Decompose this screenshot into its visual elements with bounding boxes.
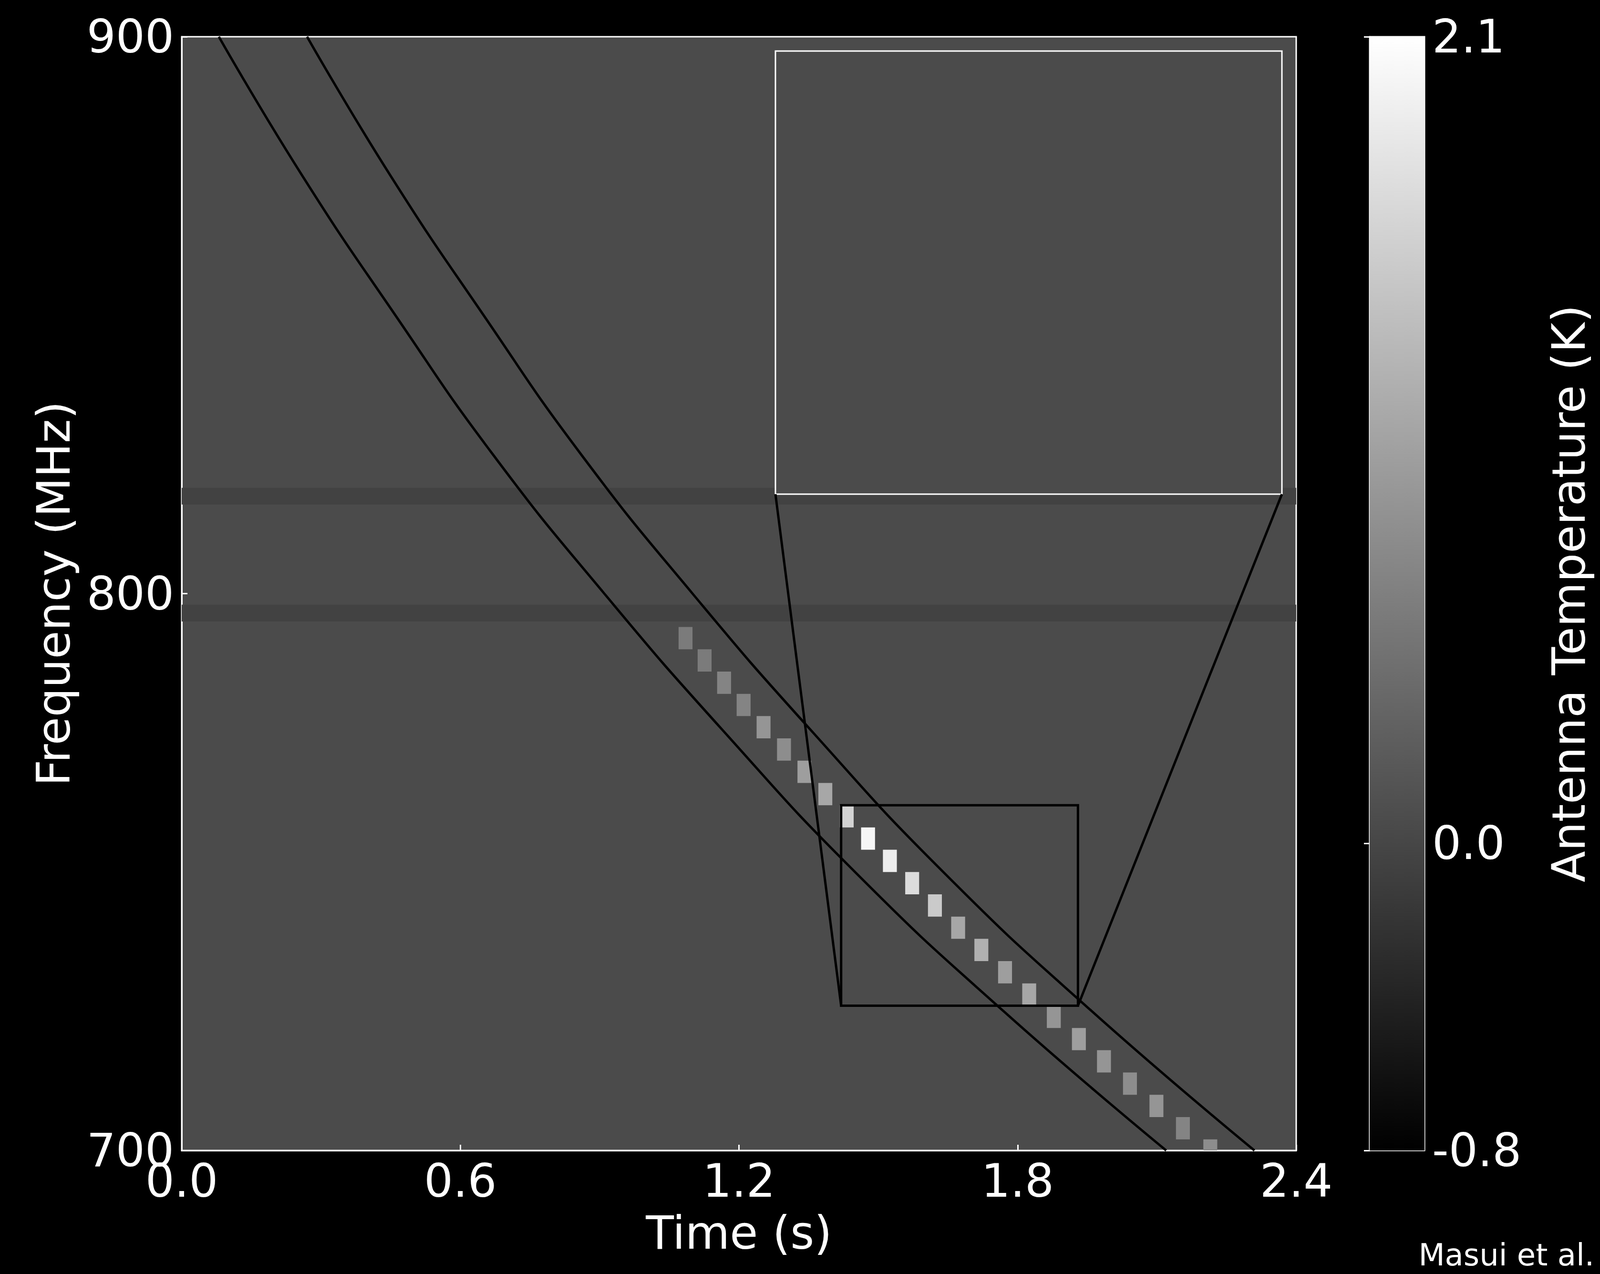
- svg-text:Antenna Temperature (K): Antenna Temperature (K): [1542, 304, 1596, 883]
- svg-text:Frequency (MHz): Frequency (MHz): [27, 401, 81, 786]
- svg-text:2.1: 2.1: [1432, 10, 1506, 64]
- svg-text:0.0: 0.0: [1432, 816, 1506, 870]
- svg-text:1.2: 1.2: [702, 1154, 776, 1208]
- svg-text:-0.8: -0.8: [1432, 1123, 1522, 1177]
- svg-text:0.6: 0.6: [423, 1154, 497, 1208]
- svg-text:900: 900: [86, 10, 175, 64]
- svg-text:800: 800: [86, 567, 175, 621]
- svg-text:0.0: 0.0: [145, 1154, 219, 1208]
- svg-text:Masui et al.: Masui et al.: [1418, 1237, 1595, 1273]
- svg-text:Time (s): Time (s): [645, 1206, 832, 1260]
- svg-text:700: 700: [86, 1123, 175, 1177]
- svg-text:1.8: 1.8: [980, 1154, 1054, 1208]
- svg-text:2.4: 2.4: [1259, 1154, 1333, 1208]
